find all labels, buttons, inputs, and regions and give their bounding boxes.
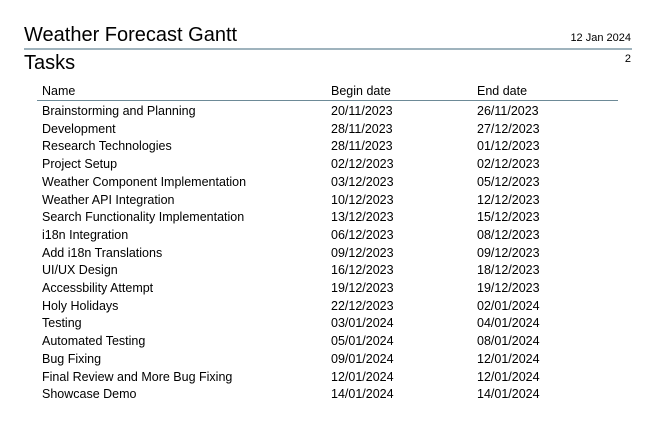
task-name-cell: Testing (42, 316, 82, 331)
task-name-cell: Weather API Integration (42, 192, 175, 207)
task-name-cell: Search Functionality Implementation (42, 210, 245, 225)
task-end-date-cell: 09/12/2023 (477, 245, 540, 260)
task-end-date-cell: 15/12/2023 (477, 210, 540, 225)
task-name-cell: Development (42, 121, 116, 136)
task-end-date-cell: 12/01/2024 (477, 351, 540, 366)
task-begin-date-cell: 09/01/2024 (331, 351, 394, 366)
task-rows: Brainstorming and Planning 20/11/2023 26/1… (37, 101, 618, 404)
task-begin-date-cell: 09/12/2023 (331, 245, 394, 260)
table-row: Search Functionality Implementation 13/12… (37, 209, 618, 227)
table-row: Bug Fixing 09/01/2024 12/01/2024 (37, 351, 618, 369)
table-row: Weather API Integration 10/12/2023 12/12/2… (37, 192, 618, 210)
table-row: Brainstorming and Planning 20/11/2023 26/1… (37, 101, 618, 121)
task-name-cell: Research Technologies (42, 139, 172, 154)
table-row: UI/UX Design 16/12/2023 18/12/2023 (37, 262, 618, 280)
header-divider (24, 48, 632, 50)
task-begin-date-cell: 22/12/2023 (331, 298, 394, 313)
task-end-date-cell: 27/12/2023 (477, 121, 540, 136)
task-name-cell: Holy Holidays (42, 298, 119, 313)
table-row: i18n Integration 06/12/2023 08/12/2023 (37, 227, 618, 245)
column-header-name: Name (37, 80, 326, 101)
table-header-row: Name Begin date End date (37, 80, 618, 101)
task-begin-date-cell: 03/12/2023 (331, 174, 394, 189)
page-number: 2 (624, 53, 631, 65)
section-title: Tasks (24, 52, 76, 74)
task-name-cell: Project Setup (42, 157, 118, 172)
table-row: Add i18n Translations 09/12/2023 09/12/202… (37, 245, 618, 263)
task-begin-date-cell: 06/12/2023 (331, 227, 394, 242)
task-end-date-cell: 19/12/2023 (477, 281, 540, 296)
task-end-date-cell: 08/12/2023 (477, 227, 540, 242)
table-row: Automated Testing 05/01/2024 08/01/2024 (37, 333, 618, 351)
task-end-date-cell: 14/01/2024 (477, 387, 540, 402)
table-row: Testing 03/01/2024 04/01/2024 (37, 315, 618, 333)
task-name-cell: Showcase Demo (42, 387, 137, 402)
task-end-date-cell: 02/12/2023 (477, 157, 540, 172)
task-begin-date-cell: 05/01/2024 (331, 334, 394, 349)
task-begin-date-cell: 16/12/2023 (331, 263, 394, 278)
table-row: Final Review and More Bug Fixing 12/01/20… (37, 369, 618, 387)
table-row: Holy Holidays 22/12/2023 02/01/2024 (37, 298, 618, 316)
table-row: Development 28/11/2023 27/12/2023 (37, 121, 618, 139)
task-begin-date-cell: 02/12/2023 (331, 157, 394, 172)
task-name-cell: Brainstorming and Planning (42, 104, 196, 118)
task-begin-date-cell: 10/12/2023 (331, 192, 394, 207)
task-end-date-cell: 08/01/2024 (477, 334, 540, 349)
task-end-date-cell: 05/12/2023 (477, 174, 540, 189)
task-begin-date-cell: 14/01/2024 (331, 387, 394, 402)
task-name-cell: Automated Testing (42, 334, 146, 349)
column-header-end-date: End date (472, 80, 618, 101)
task-end-date-cell: 04/01/2024 (477, 316, 540, 331)
task-end-date-cell: 26/11/2023 (477, 104, 539, 118)
task-name-cell: Weather Component Implementation (42, 174, 247, 189)
task-begin-date-cell: 19/12/2023 (331, 281, 394, 296)
task-name-cell: UI/UX Design (42, 263, 118, 278)
task-name-cell: Add i18n Translations (42, 245, 163, 260)
task-begin-date-cell: 28/11/2023 (331, 121, 393, 136)
task-end-date-cell: 02/01/2024 (477, 298, 540, 313)
task-end-date-cell: 18/12/2023 (477, 263, 540, 278)
table-row: Weather Component Implementation 03/12/20… (37, 174, 618, 192)
task-end-date-cell: 01/12/2023 (477, 139, 540, 154)
task-name-cell: i18n Integration (42, 227, 129, 242)
report-title: Weather Forecast Gantt (24, 24, 238, 46)
table-row: Accessbility Attempt 19/12/2023 19/12/2023 (37, 280, 618, 298)
task-name-cell: Final Review and More Bug Fixing (42, 369, 233, 384)
task-name-cell: Bug Fixing (42, 351, 102, 366)
table-row: Research Technologies 28/11/2023 01/12/202… (37, 138, 618, 156)
task-begin-date-cell: 13/12/2023 (331, 210, 394, 225)
table-row: Project Setup 02/12/2023 02/12/2023 (37, 156, 618, 174)
report-date: 12 Jan 2024 (570, 32, 631, 44)
table-row: Showcase Demo 14/01/2024 14/01/2024 (37, 386, 618, 404)
task-begin-date-cell: 20/11/2023 (331, 104, 393, 118)
task-begin-date-cell: 28/11/2023 (331, 139, 393, 154)
task-begin-date-cell: 03/01/2024 (331, 316, 394, 331)
task-name-cell: Accessbility Attempt (42, 281, 154, 296)
column-header-begin-date: Begin date (326, 80, 472, 101)
task-end-date-cell: 12/01/2024 (477, 369, 540, 384)
task-end-date-cell: 12/12/2023 (477, 192, 540, 207)
tasks-table: Name Begin date End date Brainstorming a… (37, 80, 618, 404)
task-begin-date-cell: 12/01/2024 (331, 369, 394, 384)
